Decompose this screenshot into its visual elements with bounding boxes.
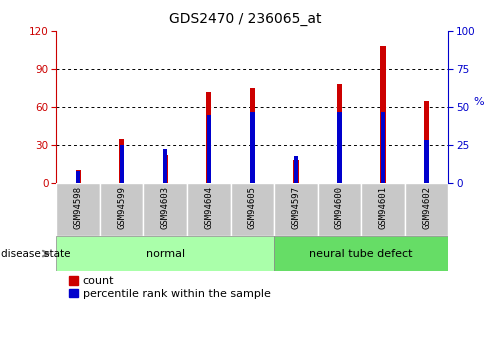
- Bar: [405, 183, 448, 236]
- Text: disease state: disease state: [1, 249, 71, 258]
- Bar: [207, 115, 211, 183]
- Bar: [274, 183, 318, 236]
- Bar: [76, 171, 80, 183]
- Text: GSM94599: GSM94599: [117, 186, 126, 228]
- Bar: [318, 183, 361, 236]
- Bar: [187, 183, 231, 236]
- Bar: [163, 149, 168, 183]
- Bar: [250, 111, 254, 183]
- Bar: [274, 236, 448, 271]
- Bar: [381, 111, 385, 183]
- Text: GSM94597: GSM94597: [292, 186, 300, 228]
- Text: GSM94605: GSM94605: [248, 186, 257, 228]
- Bar: [119, 139, 124, 183]
- Bar: [424, 140, 429, 183]
- Bar: [163, 155, 168, 183]
- Bar: [206, 92, 211, 183]
- Bar: [144, 183, 187, 236]
- Text: GSM94598: GSM94598: [74, 186, 83, 228]
- Bar: [56, 236, 274, 271]
- Legend: count, percentile rank within the sample: count, percentile rank within the sample: [69, 276, 270, 299]
- Bar: [75, 170, 81, 183]
- Text: GSM94604: GSM94604: [204, 186, 213, 228]
- Bar: [100, 183, 144, 236]
- Bar: [424, 101, 429, 183]
- Bar: [294, 156, 298, 183]
- Text: GSM94602: GSM94602: [422, 186, 431, 228]
- Text: GSM94600: GSM94600: [335, 186, 344, 228]
- Text: neural tube defect: neural tube defect: [310, 249, 413, 258]
- Bar: [337, 111, 342, 183]
- Bar: [294, 160, 298, 183]
- Bar: [250, 88, 255, 183]
- Y-axis label: %: %: [473, 97, 484, 107]
- Bar: [56, 183, 100, 236]
- Bar: [361, 183, 405, 236]
- Bar: [380, 46, 386, 183]
- Text: GDS2470 / 236065_at: GDS2470 / 236065_at: [169, 12, 321, 26]
- Bar: [120, 145, 124, 183]
- Text: normal: normal: [146, 249, 185, 258]
- Bar: [231, 183, 274, 236]
- Text: GSM94601: GSM94601: [378, 186, 388, 228]
- Bar: [337, 84, 342, 183]
- Text: GSM94603: GSM94603: [161, 186, 170, 228]
